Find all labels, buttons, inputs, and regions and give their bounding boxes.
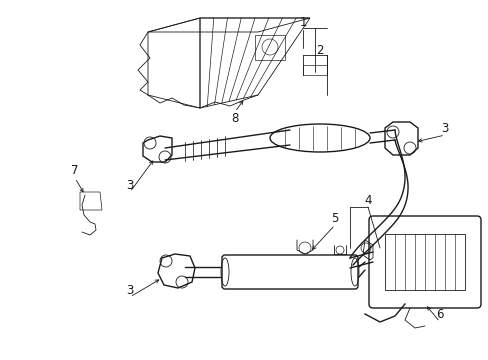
Text: 6: 6 (435, 309, 443, 321)
Text: 3: 3 (126, 179, 133, 192)
Text: 7: 7 (71, 163, 79, 176)
Text: 1: 1 (299, 15, 306, 28)
Text: 3: 3 (126, 284, 133, 297)
Text: 4: 4 (364, 194, 371, 207)
Text: 3: 3 (440, 122, 448, 135)
Text: 8: 8 (231, 112, 238, 125)
Text: 5: 5 (331, 212, 338, 225)
Text: 2: 2 (316, 44, 323, 57)
